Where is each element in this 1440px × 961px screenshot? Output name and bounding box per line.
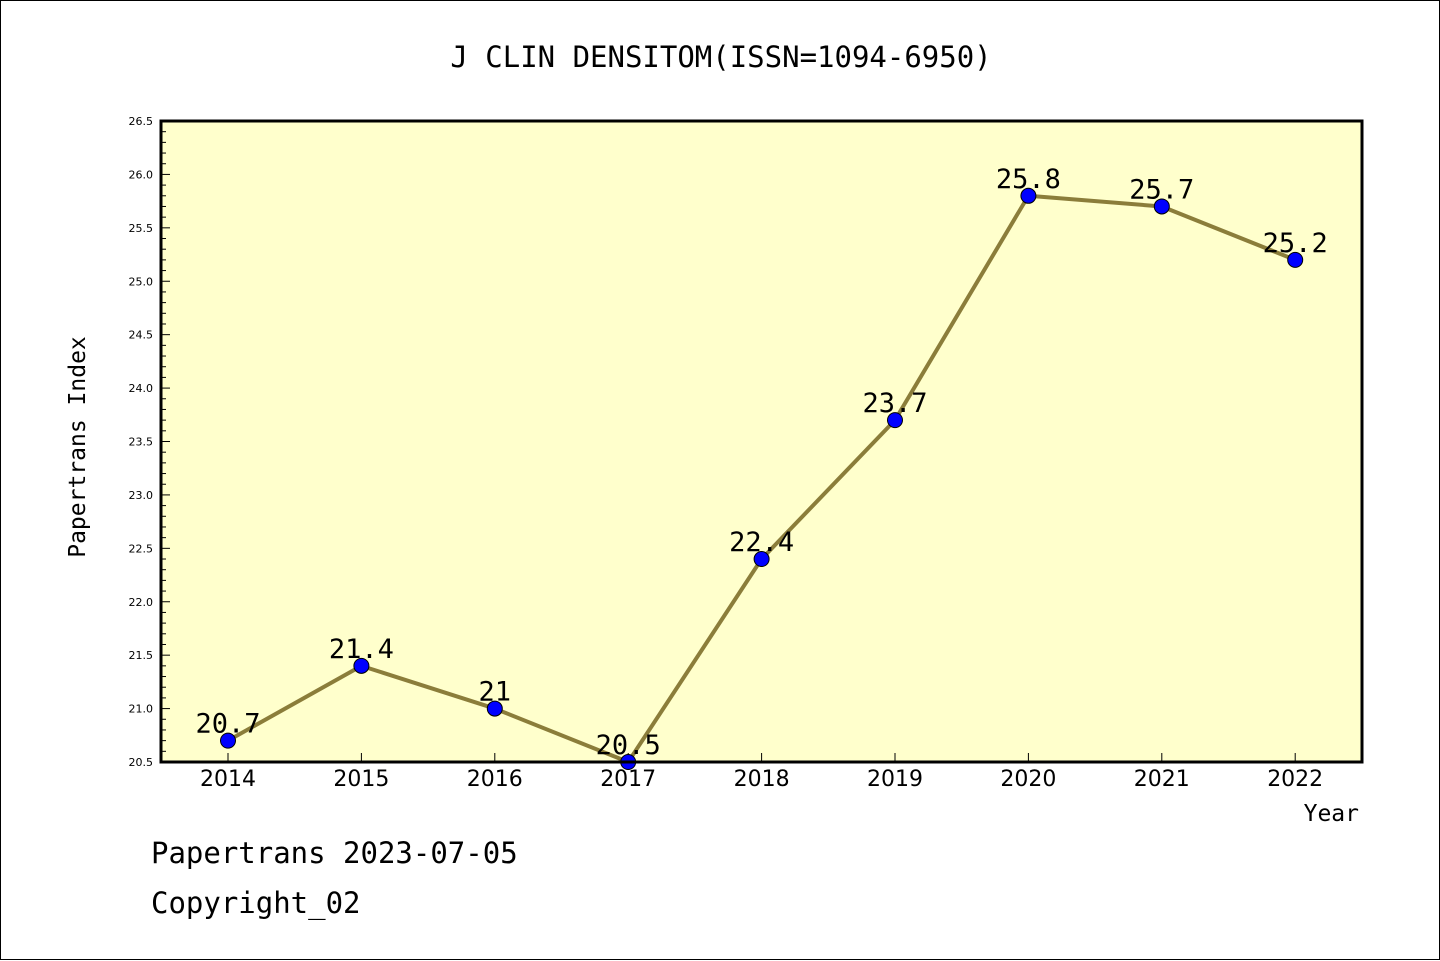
- data-point: [887, 412, 903, 429]
- y-tick-label: 21.5: [129, 649, 154, 662]
- x-axis-ticks: 2014 2015 2016 2017 2018 2019 2020 2021 2022: [200, 753, 1323, 792]
- x-tick-label: 2020: [1000, 767, 1056, 792]
- data-point: [753, 551, 770, 568]
- y-tick-label: 23.5: [129, 436, 154, 449]
- data-label: 25.8: [996, 164, 1061, 195]
- y-tick-label: 24.5: [129, 329, 154, 342]
- data-point: [1153, 198, 1170, 215]
- data-label: 25.2: [1263, 228, 1328, 259]
- y-tick-label: 21.0: [129, 703, 154, 716]
- x-tick-label: 2018: [734, 767, 790, 792]
- data-label: 20.7: [195, 709, 260, 740]
- data-label: 23.7: [862, 388, 927, 419]
- footer-copyright: Copyright_02: [151, 886, 361, 920]
- data-label: 21.4: [329, 634, 394, 665]
- x-tick-label: 2015: [333, 767, 389, 792]
- data-point: [486, 700, 503, 717]
- x-tick-label: 2022: [1267, 767, 1323, 792]
- data-label: 25.7: [1129, 174, 1194, 205]
- data-point: [220, 732, 236, 749]
- y-tick-label: 23.0: [129, 489, 154, 502]
- y-tick-label: 25.0: [129, 275, 154, 288]
- data-point: [353, 657, 370, 674]
- x-tick-label: 2017: [600, 767, 656, 792]
- x-tick-label: 2016: [467, 767, 523, 792]
- data-labels: 20.7 21.4 21 20.5 22.4 23.7 25.8 25.7 25.2: [195, 164, 1327, 761]
- y-tick-label: 22.5: [129, 542, 154, 555]
- y-tick-label: 22.0: [129, 596, 154, 609]
- y-tick-label: 26.0: [129, 168, 154, 181]
- data-label: 20.5: [596, 730, 661, 761]
- data-point: [1020, 187, 1037, 204]
- x-tick-label: 2014: [200, 767, 256, 792]
- series-1: [220, 187, 1304, 770]
- y-axis-ticks: 20.5 21.0 21.5 22.0 22.5 23.0 23.5 24.0 24.5 25.0…: [129, 115, 170, 769]
- footer-date: Papertrans 2023-07-05: [151, 836, 518, 870]
- plot-area: [161, 121, 1362, 762]
- x-tick-label: 2021: [1134, 767, 1190, 792]
- data-point: [1287, 251, 1304, 268]
- chart-title: J CLIN DENSITOM(ISSN=1094-6950): [450, 40, 991, 74]
- data-label: 22.4: [729, 527, 794, 558]
- y-tick-label: 25.5: [129, 222, 154, 235]
- y-tick-label: 26.5: [129, 115, 154, 128]
- x-axis-label: Year: [1304, 801, 1359, 827]
- plot-border: [159, 119, 1364, 764]
- y-axis-label: Papertrans Index: [65, 336, 91, 558]
- y-tick-label: 24.0: [129, 382, 154, 395]
- x-tick-label: 2019: [867, 767, 923, 792]
- y-tick-label: 20.5: [129, 756, 154, 769]
- data-label: 21: [479, 677, 512, 708]
